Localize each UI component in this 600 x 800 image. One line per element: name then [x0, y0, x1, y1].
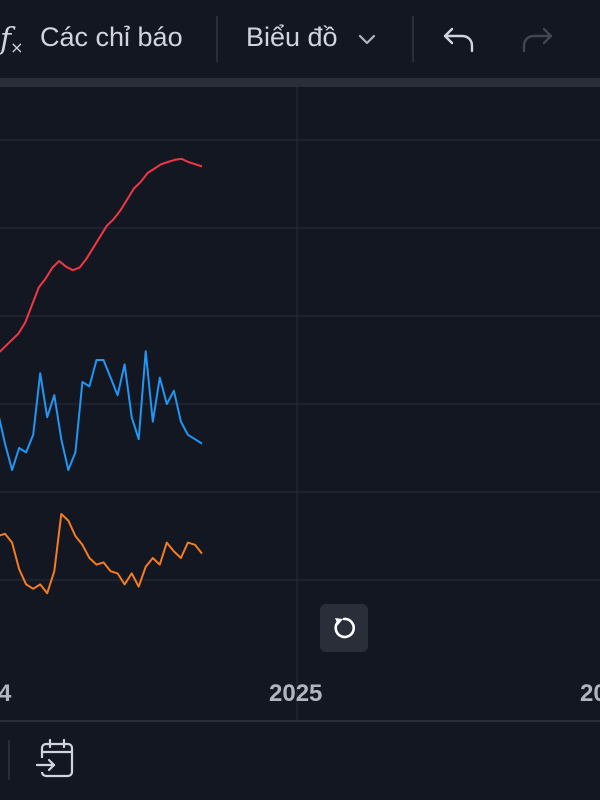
price-chart[interactable]	[0, 87, 600, 720]
bottom-toolbar-border	[0, 720, 600, 722]
x-axis-tick: 2025	[269, 680, 323, 707]
series-line-0	[0, 157, 203, 353]
x-axis-tick: 4	[0, 680, 12, 707]
chevron-down-icon[interactable]	[356, 28, 378, 50]
reset-chart-button[interactable]	[320, 604, 368, 652]
series-line-2	[0, 513, 203, 595]
top-toolbar: f × Các chỉ báo Biểu đồ	[0, 0, 600, 78]
redo-icon[interactable]	[520, 24, 554, 54]
function-fx-icon[interactable]: f ×	[0, 21, 24, 57]
go-to-date-icon[interactable]	[34, 738, 78, 782]
toolbar-divider	[216, 16, 218, 62]
undo-icon[interactable]	[442, 24, 476, 54]
rotate-reset-icon	[334, 617, 356, 639]
chart-pane[interactable]	[0, 87, 600, 720]
x-axis-tick: 20	[580, 680, 600, 707]
toolbar-divider	[412, 16, 414, 62]
series-line-1	[0, 350, 203, 471]
bottom-toolbar-divider	[8, 740, 10, 780]
toolbar-border	[0, 78, 600, 87]
indicators-button[interactable]: Các chỉ báo	[40, 22, 183, 52]
chart-type-button[interactable]: Biểu đồ	[246, 22, 338, 52]
bottom-toolbar	[0, 722, 600, 800]
